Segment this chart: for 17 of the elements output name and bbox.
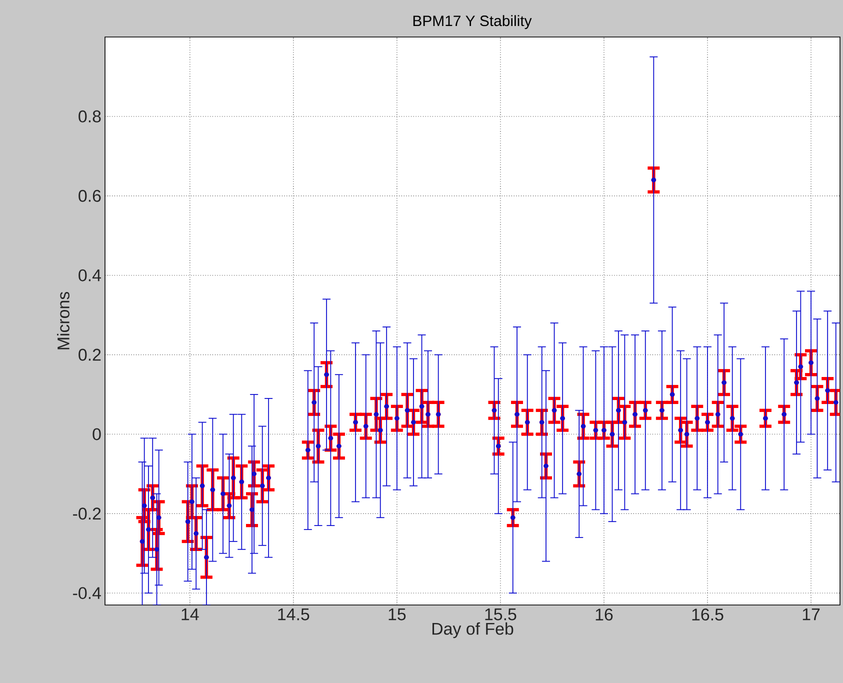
x-tick-label: 15 xyxy=(388,608,406,620)
y-tick-label: -0.2 xyxy=(73,508,101,520)
x-tick-label: 16.5 xyxy=(692,608,724,621)
y-tick-label: 0.2 xyxy=(78,348,101,361)
y-tick-label: -0.4 xyxy=(73,587,101,600)
x-tick-label: 15.5 xyxy=(485,608,516,620)
y-tick-label: 0 xyxy=(92,428,101,440)
y-tick-label: 0.4 xyxy=(78,269,101,282)
x-tick-label: 17 xyxy=(802,608,820,620)
x-axis-title: Day of Feb xyxy=(432,622,514,638)
x-tick-label: 14.5 xyxy=(278,608,310,620)
x-tick-label: 14 xyxy=(182,608,199,620)
y-tick-label: 0.6 xyxy=(78,190,101,202)
chart-title: BPM17 Y Stability xyxy=(413,15,532,30)
y-axis-title: Microns xyxy=(57,292,70,350)
y-tick-label: 0.8 xyxy=(78,110,101,122)
x-tick-label: 16 xyxy=(596,608,613,621)
